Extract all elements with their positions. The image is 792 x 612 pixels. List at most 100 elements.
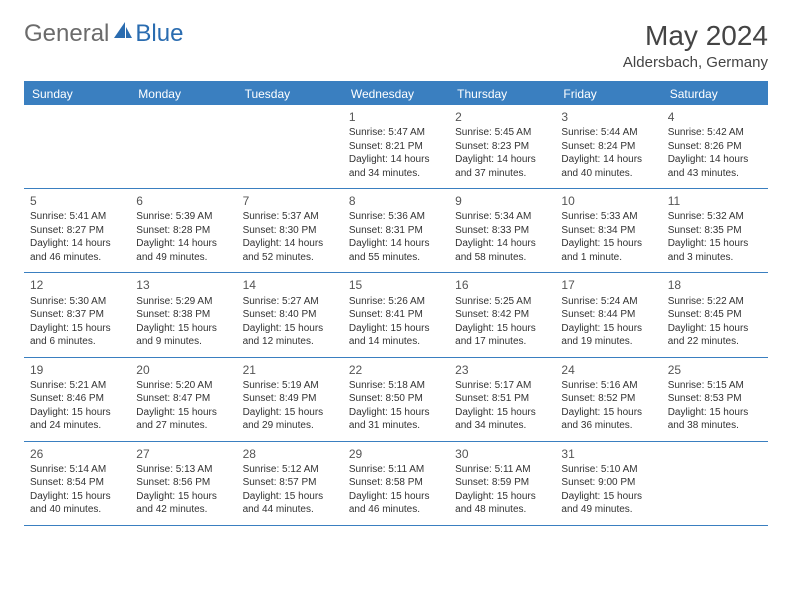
day-info-line: Sunrise: 5:45 AM <box>455 126 549 140</box>
day-info-line: and 40 minutes. <box>30 503 124 517</box>
day-info-line: Sunrise: 5:37 AM <box>243 210 337 224</box>
day-info-line: Sunset: 8:51 PM <box>455 392 549 406</box>
day-info-line: Sunrise: 5:24 AM <box>561 295 655 309</box>
day-header: Wednesday <box>343 83 449 105</box>
day-cell: 28Sunrise: 5:12 AMSunset: 8:57 PMDayligh… <box>237 442 343 525</box>
day-number: 18 <box>668 277 762 293</box>
day-info-line: Sunset: 8:31 PM <box>349 224 443 238</box>
day-number: 12 <box>30 277 124 293</box>
day-info-line: Daylight: 14 hours <box>136 237 230 251</box>
day-info-line: and 31 minutes. <box>349 419 443 433</box>
day-cell: 18Sunrise: 5:22 AMSunset: 8:45 PMDayligh… <box>662 273 768 356</box>
day-info-line: Sunset: 8:50 PM <box>349 392 443 406</box>
day-info-line: Sunrise: 5:12 AM <box>243 463 337 477</box>
day-info-line: Sunset: 8:24 PM <box>561 140 655 154</box>
day-info-line: Daylight: 15 hours <box>136 322 230 336</box>
day-info-line: Daylight: 15 hours <box>668 322 762 336</box>
day-number: 2 <box>455 109 549 125</box>
day-info-line: Sunset: 8:28 PM <box>136 224 230 238</box>
day-info-line: and 46 minutes. <box>30 251 124 265</box>
day-number: 24 <box>561 362 655 378</box>
day-info-line: and 52 minutes. <box>243 251 337 265</box>
week-row: 1Sunrise: 5:47 AMSunset: 8:21 PMDaylight… <box>24 105 768 189</box>
day-cell: 14Sunrise: 5:27 AMSunset: 8:40 PMDayligh… <box>237 273 343 356</box>
day-info-line: Sunset: 8:47 PM <box>136 392 230 406</box>
day-header: Friday <box>555 83 661 105</box>
day-info-line: Daylight: 14 hours <box>349 153 443 167</box>
day-number: 31 <box>561 446 655 462</box>
day-info-line: Sunrise: 5:10 AM <box>561 463 655 477</box>
day-info-line: and 40 minutes. <box>561 167 655 181</box>
day-cell: 22Sunrise: 5:18 AMSunset: 8:50 PMDayligh… <box>343 358 449 441</box>
day-cell: 11Sunrise: 5:32 AMSunset: 8:35 PMDayligh… <box>662 189 768 272</box>
day-number: 14 <box>243 277 337 293</box>
day-info-line: Daylight: 15 hours <box>30 322 124 336</box>
title-block: May 2024 Aldersbach, Germany <box>623 20 768 71</box>
day-info-line: Sunset: 8:21 PM <box>349 140 443 154</box>
day-info-line: and 58 minutes. <box>455 251 549 265</box>
day-info-line: and 49 minutes. <box>561 503 655 517</box>
day-header-row: SundayMondayTuesdayWednesdayThursdayFrid… <box>24 83 768 105</box>
day-number: 26 <box>30 446 124 462</box>
day-info-line: Sunrise: 5:33 AM <box>561 210 655 224</box>
day-number: 1 <box>349 109 443 125</box>
day-header: Tuesday <box>237 83 343 105</box>
day-cell: 8Sunrise: 5:36 AMSunset: 8:31 PMDaylight… <box>343 189 449 272</box>
day-header: Monday <box>130 83 236 105</box>
day-info-line: and 9 minutes. <box>136 335 230 349</box>
day-info-line: Sunrise: 5:25 AM <box>455 295 549 309</box>
week-row: 19Sunrise: 5:21 AMSunset: 8:46 PMDayligh… <box>24 358 768 442</box>
day-info-line: and 19 minutes. <box>561 335 655 349</box>
day-info-line: and 34 minutes. <box>349 167 443 181</box>
day-info-line: and 38 minutes. <box>668 419 762 433</box>
day-info-line: Daylight: 14 hours <box>455 237 549 251</box>
day-number: 11 <box>668 193 762 209</box>
day-number: 10 <box>561 193 655 209</box>
day-info-line: and 36 minutes. <box>561 419 655 433</box>
day-info-line: Sunset: 8:33 PM <box>455 224 549 238</box>
day-info-line: Sunrise: 5:44 AM <box>561 126 655 140</box>
day-info-line: Sunrise: 5:34 AM <box>455 210 549 224</box>
brand-part1: General <box>24 20 109 48</box>
location-label: Aldersbach, Germany <box>623 54 768 71</box>
empty-cell <box>237 105 343 188</box>
day-info-line: Daylight: 15 hours <box>243 406 337 420</box>
day-info-line: Sunrise: 5:27 AM <box>243 295 337 309</box>
day-info-line: and 42 minutes. <box>136 503 230 517</box>
day-info-line: Sunset: 8:35 PM <box>668 224 762 238</box>
day-cell: 30Sunrise: 5:11 AMSunset: 8:59 PMDayligh… <box>449 442 555 525</box>
day-cell: 5Sunrise: 5:41 AMSunset: 8:27 PMDaylight… <box>24 189 130 272</box>
day-number: 4 <box>668 109 762 125</box>
day-info-line: and 3 minutes. <box>668 251 762 265</box>
day-cell: 12Sunrise: 5:30 AMSunset: 8:37 PMDayligh… <box>24 273 130 356</box>
day-cell: 25Sunrise: 5:15 AMSunset: 8:53 PMDayligh… <box>662 358 768 441</box>
day-info-line: and 37 minutes. <box>455 167 549 181</box>
day-info-line: Sunset: 8:54 PM <box>30 476 124 490</box>
day-number: 20 <box>136 362 230 378</box>
day-info-line: Daylight: 15 hours <box>136 490 230 504</box>
day-cell: 24Sunrise: 5:16 AMSunset: 8:52 PMDayligh… <box>555 358 661 441</box>
day-info-line: Daylight: 14 hours <box>561 153 655 167</box>
day-info-line: and 24 minutes. <box>30 419 124 433</box>
day-number: 15 <box>349 277 443 293</box>
day-header: Saturday <box>662 83 768 105</box>
day-number: 22 <box>349 362 443 378</box>
day-info-line: Sunset: 8:40 PM <box>243 308 337 322</box>
day-info-line: Sunrise: 5:26 AM <box>349 295 443 309</box>
day-cell: 23Sunrise: 5:17 AMSunset: 8:51 PMDayligh… <box>449 358 555 441</box>
day-cell: 19Sunrise: 5:21 AMSunset: 8:46 PMDayligh… <box>24 358 130 441</box>
day-cell: 6Sunrise: 5:39 AMSunset: 8:28 PMDaylight… <box>130 189 236 272</box>
day-info-line: Sunset: 8:56 PM <box>136 476 230 490</box>
day-cell: 3Sunrise: 5:44 AMSunset: 8:24 PMDaylight… <box>555 105 661 188</box>
day-info-line: Daylight: 15 hours <box>455 490 549 504</box>
day-info-line: Sunrise: 5:21 AM <box>30 379 124 393</box>
day-info-line: and 48 minutes. <box>455 503 549 517</box>
day-info-line: Daylight: 15 hours <box>30 490 124 504</box>
day-number: 27 <box>136 446 230 462</box>
header: General Blue May 2024 Aldersbach, German… <box>24 20 768 71</box>
day-info-line: and 55 minutes. <box>349 251 443 265</box>
week-row: 12Sunrise: 5:30 AMSunset: 8:37 PMDayligh… <box>24 273 768 357</box>
month-title: May 2024 <box>623 20 768 52</box>
day-info-line: Sunrise: 5:11 AM <box>455 463 549 477</box>
day-cell: 16Sunrise: 5:25 AMSunset: 8:42 PMDayligh… <box>449 273 555 356</box>
